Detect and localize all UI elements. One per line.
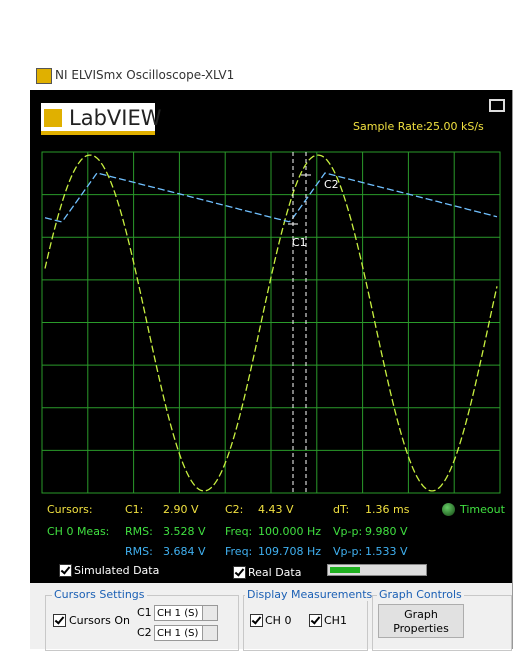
measurement-name: Freq: [225, 545, 253, 558]
measurement-value: 109.708 Hz [258, 545, 322, 558]
measurement-name: C1: [125, 503, 144, 516]
title-icon [36, 68, 52, 84]
window-title: NI ELVISmx Oscilloscope-XLV1 [55, 68, 235, 82]
cursor-row-label: C1 [137, 606, 152, 619]
checkbox[interactable] [309, 614, 322, 627]
cursor-channel-select[interactable]: CH 1 (S) [154, 625, 218, 641]
measurement-name: RMS: [125, 525, 153, 538]
progress-bar [327, 564, 427, 576]
measurement-name: Vp-p: [333, 525, 363, 538]
checkbox[interactable] [59, 564, 72, 577]
measurement-value: 1.533 V [365, 545, 408, 558]
channel-0-trace [44, 154, 498, 492]
status-led [442, 503, 455, 516]
measurement-value: 2.90 V [163, 503, 199, 516]
graph-controls-title: Graph Controls [377, 588, 464, 601]
measurement-value: 3.528 V [163, 525, 206, 538]
checkbox-label: Real Data [248, 566, 302, 579]
restore-button[interactable] [489, 99, 505, 112]
logo-icon [44, 109, 62, 127]
cursor-channel-select[interactable]: CH 1 (S) [154, 605, 218, 621]
cursor-label: C2 [324, 178, 339, 191]
measurement-value: 3.684 V [163, 545, 206, 558]
checkbox[interactable] [233, 566, 246, 579]
logo: LabVIEW [41, 103, 162, 135]
checkbox[interactable] [53, 614, 66, 627]
sample-rate-value: 25.00 kS/s [426, 120, 484, 133]
display-measurements-title: Display Measurements [245, 588, 375, 601]
measurement-name: Freq: [225, 525, 253, 538]
cursor-row-label: C2 [137, 626, 152, 639]
measurement-name: C2: [225, 503, 244, 516]
graph-properties-button[interactable]: Graph Properties [378, 604, 464, 638]
status-label: Timeout [460, 503, 505, 516]
progress-fill [330, 567, 360, 573]
checkbox-label: CH1 [324, 614, 347, 627]
measurement-value: 9.980 V [365, 525, 408, 538]
checkbox-label: Simulated Data [74, 564, 160, 577]
measurement-name: RMS: [125, 545, 153, 558]
measurement-value: 1.36 ms [365, 503, 410, 516]
logo-text: LabVIEW [69, 106, 162, 130]
channel-1-trace [44, 172, 498, 223]
measurement-name: dT: [333, 503, 350, 516]
sample-rate-label: Sample Rate: [353, 120, 427, 133]
checkbox[interactable] [250, 614, 263, 627]
cursor-settings-title: Cursors Settings [52, 588, 147, 601]
right-border [512, 90, 513, 649]
measurement-value: 100.000 Hz [258, 525, 322, 538]
button-line: Graph [404, 608, 438, 621]
measurement-value: 4.43 V [258, 503, 294, 516]
cursor-label: C1 [292, 236, 307, 249]
measurement-name: Vp-p: [333, 545, 363, 558]
checkbox-label: Cursors On [69, 614, 131, 627]
button-line: Properties [393, 622, 449, 635]
measurement-row-label: CH 0 Meas: [47, 525, 110, 538]
measurement-row-label: Cursors: [47, 503, 93, 516]
checkbox-label: CH 0 [265, 614, 292, 627]
